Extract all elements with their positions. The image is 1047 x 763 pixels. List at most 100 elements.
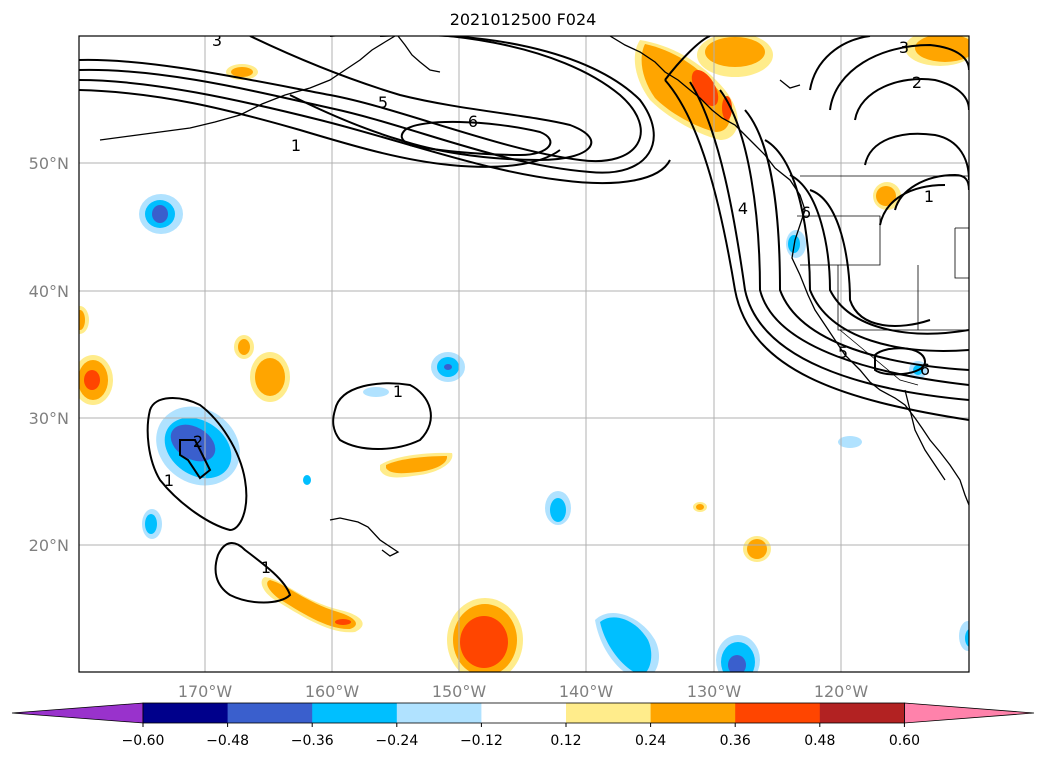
longitude-labels: 170°W 160°W 150°W 140°W 130°W 120°W <box>178 682 869 701</box>
contour-label: 6 <box>920 360 930 379</box>
lon-label-150w: 150°W <box>432 682 487 701</box>
colorbar-outline <box>142 702 905 724</box>
colorbar-extend-low <box>11 702 144 724</box>
contour-label: 5 <box>378 93 388 112</box>
lon-label-160w: 160°W <box>305 682 360 701</box>
contour-label: 1 <box>164 471 174 490</box>
contour-high-6 <box>879 184 946 226</box>
lat-label-20n: 20°N <box>29 536 69 555</box>
positive-patch-1 <box>79 306 113 405</box>
positive-patch-6 <box>634 40 738 140</box>
contour-high-3 <box>809 36 871 91</box>
colorbar-extend-high <box>904 702 1035 724</box>
colorbar-segment <box>566 703 652 723</box>
colorbar-tick-label: 0.36 <box>720 733 751 749</box>
lat-label-40n: 40°N <box>29 282 69 301</box>
positive-patch-2 <box>226 64 290 402</box>
colorbar-tick-label: 0.60 <box>889 733 920 749</box>
contour-trough-6 <box>789 174 969 335</box>
contour-band-1 <box>79 36 642 163</box>
coastlines <box>99 36 969 557</box>
contour-closed-6 <box>400 121 552 157</box>
positive-patch-3 <box>380 452 453 478</box>
contour-label-group: 1 5 6 3 2 3 4 6 1 5 6 1 1 2 1 <box>164 31 934 577</box>
negative-patch-8 <box>786 230 806 258</box>
contour-label: 3 <box>899 38 909 57</box>
border-california-arizona <box>839 329 919 386</box>
contour-trough-1 <box>664 79 969 421</box>
lat-label-50n: 50°N <box>29 154 69 173</box>
contour-high-4 <box>854 78 969 121</box>
contour-lines <box>79 36 969 604</box>
contour-label: 3 <box>212 31 222 50</box>
contour-high-2 <box>829 43 969 111</box>
gridlines <box>79 36 969 672</box>
positive-patch-7 <box>697 36 969 77</box>
hawaiian-islands <box>329 517 400 557</box>
negative-patch-1 <box>139 194 183 234</box>
contour-label: 1 <box>924 187 934 206</box>
contour-band-5 <box>249 36 593 162</box>
colorbar-tick-label: 0.48 <box>804 733 835 749</box>
negative-patch-7 <box>716 635 760 672</box>
contour-label: 1 <box>291 136 301 155</box>
colorbar-segment <box>481 703 567 723</box>
lon-label-170w: 170°W <box>178 682 233 701</box>
colorbar-segment <box>143 703 229 723</box>
lon-label-120w: 120°W <box>814 682 869 701</box>
contour-label: 2 <box>193 432 203 451</box>
positive-patch-5 <box>447 598 523 672</box>
colorbar-segment <box>735 703 821 723</box>
contour-trough-top <box>664 36 711 81</box>
positive-patch-8 <box>693 182 901 562</box>
negative-patch-6 <box>595 612 659 672</box>
contour-trough-3 <box>719 89 969 386</box>
contour-label: 6 <box>801 203 811 222</box>
contour-trough-4 <box>744 109 969 371</box>
lon-label-130w: 130°W <box>687 682 742 701</box>
map-title: 2021012500 F024 <box>450 10 597 29</box>
contour-closed-southwest <box>874 347 927 376</box>
vancouver-island <box>779 79 801 89</box>
colorbar-tick-label: 0.24 <box>635 733 666 749</box>
colorbar-segment <box>396 703 482 723</box>
contour-label: 2 <box>912 73 922 92</box>
lon-label-140w: 140°W <box>559 682 614 701</box>
colorbar-tick-label: −0.60 <box>122 733 165 749</box>
border-oregon <box>797 215 881 266</box>
colorbar-segment <box>312 703 398 723</box>
contour-high-1 <box>864 132 969 181</box>
contour-label: 4 <box>738 199 748 218</box>
negative-patch-5 <box>142 509 162 539</box>
contour-closed-central <box>332 382 432 450</box>
colorbar-segment <box>650 703 736 723</box>
contour-band-2 <box>79 36 655 174</box>
colorbar-tick-label: −0.36 <box>291 733 334 749</box>
contour-trough-2 <box>689 81 969 401</box>
map-area: 1 5 6 3 2 3 4 6 1 5 6 1 1 2 1 <box>79 31 969 672</box>
colorbar-segment <box>227 703 313 723</box>
border-nevada <box>837 265 969 331</box>
negative-patch-3 <box>431 352 465 382</box>
colorbar-tick-label: −0.12 <box>460 733 503 749</box>
baja-california <box>904 389 946 481</box>
contour-closed-170w-inner <box>179 439 212 480</box>
north-america-coast <box>609 36 969 506</box>
colorbar-tick-label: 0.12 <box>550 733 581 749</box>
contour-label: 1 <box>393 382 403 401</box>
contour-trough-7 <box>809 189 931 327</box>
negative-patch-10 <box>303 387 969 651</box>
alaska-peninsula <box>397 36 441 73</box>
contour-label: 5 <box>838 343 848 362</box>
colorbar-tick-label: −0.48 <box>206 733 249 749</box>
border-wyoming <box>954 227 969 279</box>
negative-patch-4 <box>545 491 571 525</box>
contour-label: 6 <box>468 112 478 131</box>
lat-label-30n: 30°N <box>29 409 69 428</box>
map-frame <box>78 35 970 673</box>
contour-label: 1 <box>261 558 271 577</box>
colorbar-tick-label: −0.24 <box>375 733 418 749</box>
aleutian-islands <box>99 36 396 141</box>
colorbar-segment <box>819 703 905 723</box>
